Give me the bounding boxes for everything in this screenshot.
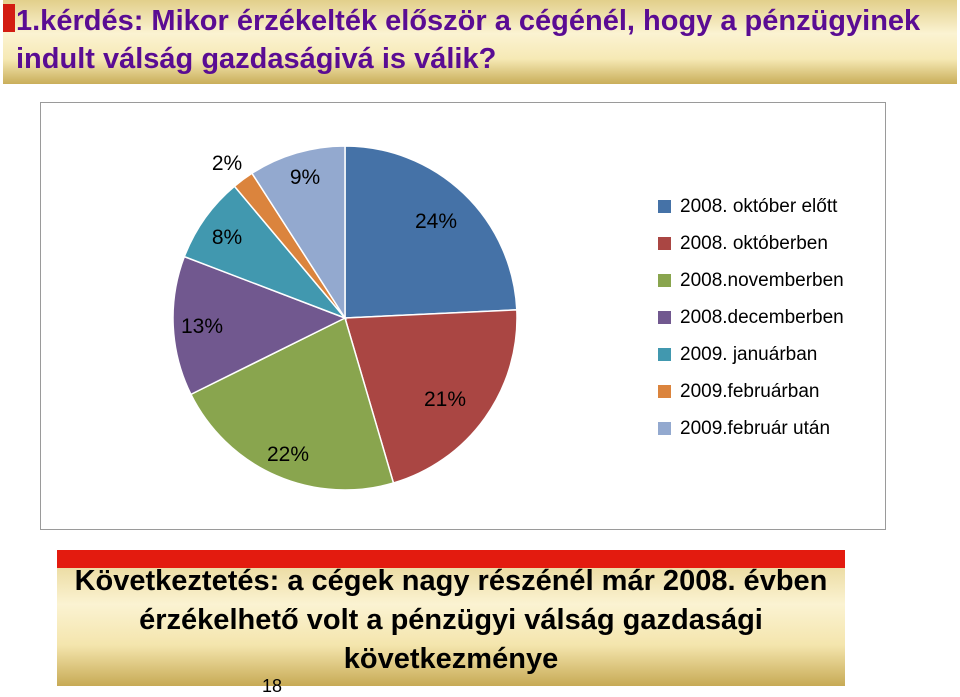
legend-label: 2009.februárban bbox=[680, 381, 819, 402]
conclusion-band bbox=[57, 550, 845, 686]
pie-chart: 24% 21% 22% 13% 8% 2% 9% 2008. október előtt 200… bbox=[172, 145, 844, 491]
slide-title: 1.kérdés: Mikor érzékelték először a cég… bbox=[16, 5, 921, 75]
pie-slice bbox=[344, 145, 518, 319]
slice-value-label: 13% bbox=[181, 315, 223, 338]
conclusion-accent-bar bbox=[57, 550, 845, 568]
legend-swatch bbox=[658, 311, 671, 324]
conclusion-text: Következtetés: a cégek nagy részénél már… bbox=[74, 565, 828, 675]
title-band bbox=[3, 0, 957, 84]
legend-swatch bbox=[658, 237, 671, 250]
page-number: 18 bbox=[262, 676, 283, 696]
slice-value-label: 9% bbox=[290, 166, 320, 189]
legend-label: 2008.decemberben bbox=[680, 307, 844, 328]
legend-swatch bbox=[658, 348, 671, 361]
pie-slice bbox=[344, 309, 518, 484]
slice-value-label: 24% bbox=[415, 210, 457, 233]
legend-swatch bbox=[658, 422, 671, 435]
legend-swatch bbox=[658, 385, 671, 398]
legend-label: 2009.február után bbox=[680, 418, 830, 439]
chart-frame: 24% 21% 22% 13% 8% 2% 9% 2008. október előtt 200… bbox=[40, 102, 886, 530]
pie-slice bbox=[189, 316, 395, 491]
pie-slice bbox=[250, 145, 346, 321]
legend-swatch bbox=[658, 200, 671, 213]
title-accent-bar bbox=[3, 4, 15, 32]
legend-label: 2008. októberben bbox=[680, 233, 828, 254]
slice-value-label: 22% bbox=[267, 443, 309, 466]
legend-label: 2008. október előtt bbox=[680, 196, 838, 217]
legend-label: 2008.novemberben bbox=[680, 270, 844, 291]
legend-swatch bbox=[658, 274, 671, 287]
legend-label: 2009. januárban bbox=[680, 344, 817, 365]
pie-slice bbox=[172, 255, 347, 396]
slice-value-label: 2% bbox=[212, 152, 242, 175]
slice-value-label: 8% bbox=[212, 226, 242, 249]
slice-value-label: 21% bbox=[424, 388, 466, 411]
